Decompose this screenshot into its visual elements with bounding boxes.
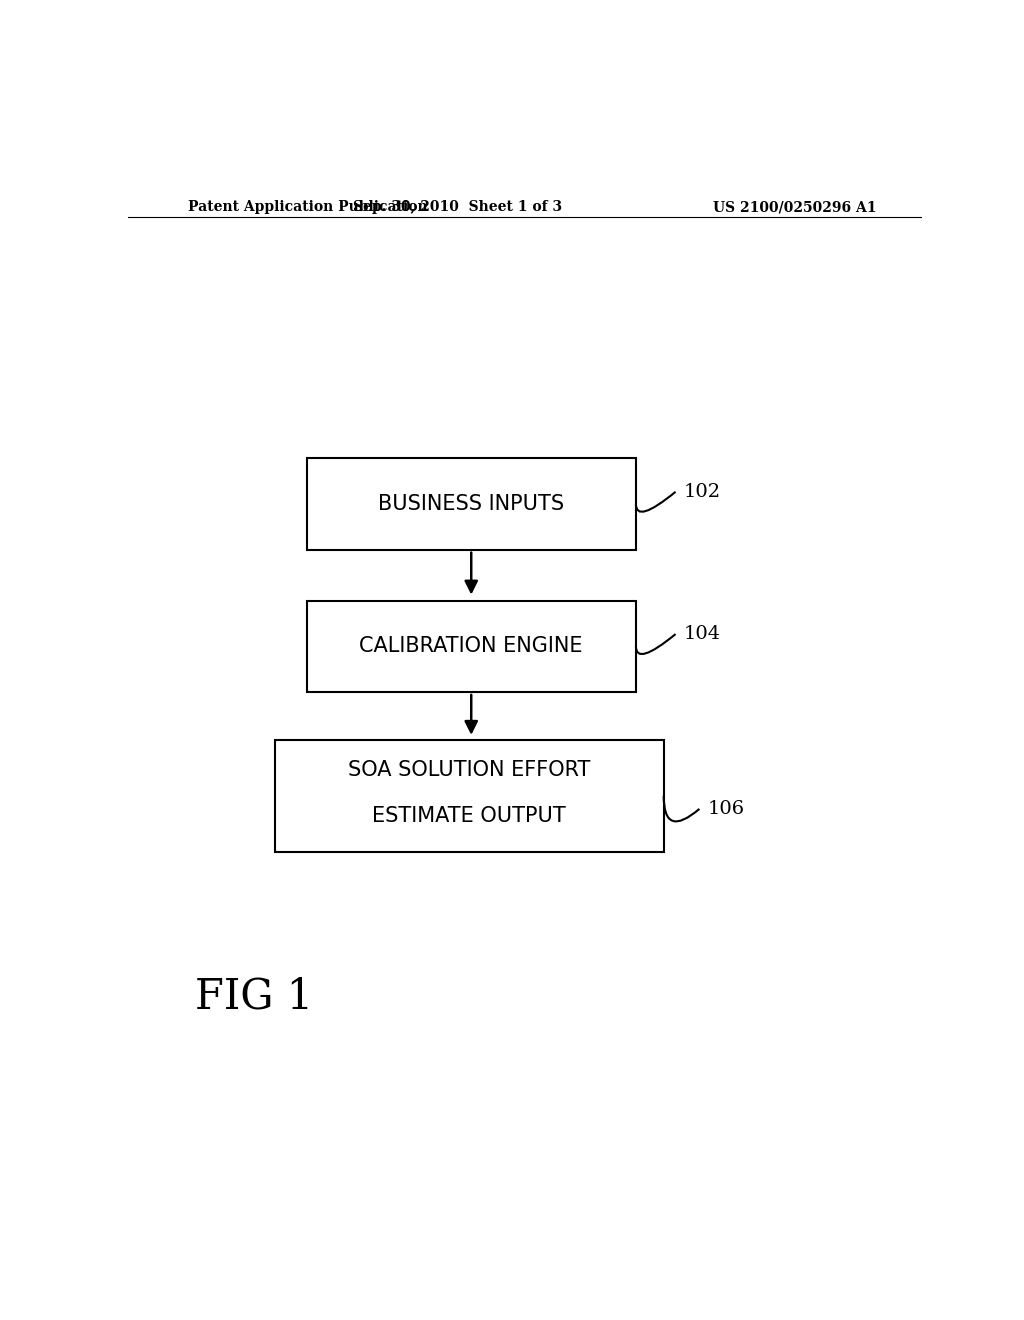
Bar xyxy=(306,601,636,692)
Text: SOA SOLUTION EFFORT: SOA SOLUTION EFFORT xyxy=(348,760,591,780)
Text: 104: 104 xyxy=(684,626,721,643)
Text: 102: 102 xyxy=(684,483,721,500)
Text: Sep. 30, 2010  Sheet 1 of 3: Sep. 30, 2010 Sheet 1 of 3 xyxy=(353,201,562,214)
Text: ESTIMATE OUTPUT: ESTIMATE OUTPUT xyxy=(373,807,566,826)
Bar xyxy=(274,739,664,851)
Text: CALIBRATION ENGINE: CALIBRATION ENGINE xyxy=(359,636,583,656)
Text: Patent Application Publication: Patent Application Publication xyxy=(187,201,427,214)
Text: US 2100/0250296 A1: US 2100/0250296 A1 xyxy=(713,201,877,214)
Bar xyxy=(306,458,636,549)
Text: 106: 106 xyxy=(708,800,744,818)
Text: FIG 1: FIG 1 xyxy=(196,975,313,1018)
Text: BUSINESS INPUTS: BUSINESS INPUTS xyxy=(378,494,564,513)
